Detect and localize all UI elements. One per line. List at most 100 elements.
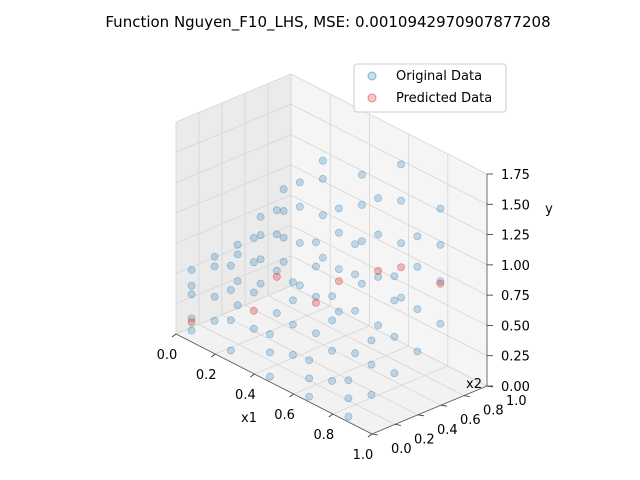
grid-line-y-floor (198, 324, 396, 425)
grid-line-y-floor (221, 314, 419, 416)
y-axis-label: x2 (466, 377, 482, 392)
original-data-point (351, 349, 359, 358)
x-tick-label: 1.0 (353, 448, 374, 463)
original-data-point (367, 360, 376, 369)
predicted-data-point (374, 266, 382, 275)
original-data-point (413, 232, 422, 241)
original-data-point (397, 160, 405, 169)
grid-line-z-back (290, 73, 488, 175)
original-data-point (351, 240, 359, 248)
original-data-point (272, 309, 281, 318)
original-data-point (328, 346, 336, 355)
original-data-point (305, 356, 313, 365)
grid-line-z-left (175, 103, 292, 153)
y-tick-mark (371, 433, 379, 436)
x-tick-mark (289, 393, 294, 398)
grid-line-x-floor (254, 325, 370, 375)
grid-line-z-left (175, 225, 292, 274)
original-data-point (344, 394, 353, 403)
original-data-point (233, 301, 242, 310)
grid-lines (175, 73, 488, 435)
original-data-point (226, 286, 235, 294)
original-data-point (210, 292, 219, 301)
predicted-data-point (249, 306, 258, 315)
original-data-point (357, 170, 366, 179)
original-data-point (265, 372, 274, 381)
legend-marker-original (367, 71, 377, 81)
original-data-point (226, 316, 235, 325)
original-data-point (397, 239, 405, 247)
original-data-point (357, 237, 366, 246)
left-pane (176, 74, 291, 334)
z-tick-label: 0.50 (501, 319, 530, 334)
original-data-point (288, 350, 297, 359)
legend-frame (353, 63, 507, 113)
original-data-point (344, 412, 353, 421)
original-data-point (295, 202, 304, 211)
original-data-point (328, 292, 336, 300)
original-data-point (311, 262, 320, 271)
original-data-point (256, 231, 265, 239)
grid-line-z-back (290, 134, 488, 235)
original-data-point (318, 211, 327, 220)
original-data-point (334, 265, 343, 273)
y-tick-mark (417, 414, 425, 417)
chart-title: Function Nguyen_F10_LHS, MSE: 0.00109429… (105, 13, 550, 32)
data-points (187, 156, 445, 421)
original-data-point (397, 293, 405, 302)
original-data-point (233, 277, 242, 285)
grid-line-z-left (175, 255, 292, 305)
y-tick-label: 0.6 (460, 413, 481, 428)
grid-line-z-back (290, 103, 488, 205)
original-data-point (187, 326, 196, 335)
x-tick-mark (171, 333, 177, 338)
original-data-point (210, 252, 219, 261)
legend-label-predicted: Predicted Data (396, 91, 492, 106)
original-data-point (351, 270, 359, 279)
x-tick-label: 0.6 (274, 408, 295, 423)
original-data-point (288, 296, 297, 305)
y-tick-label: 1.0 (506, 394, 527, 409)
original-data-point (249, 234, 258, 242)
original-data-point (279, 233, 288, 242)
x-tick-label: 0.2 (196, 368, 217, 383)
original-data-point (397, 196, 405, 205)
original-data-point (295, 281, 304, 290)
original-data-point (367, 336, 376, 345)
original-data-point (256, 255, 265, 264)
original-data-point (187, 266, 196, 274)
y-tick-mark (394, 424, 402, 426)
y-tick-label: 0.2 (414, 432, 435, 447)
grid-line-z-back (290, 164, 488, 266)
grid-line-z-back (290, 255, 488, 357)
original-data-point (311, 329, 320, 338)
original-data-point (374, 272, 382, 281)
y-axis-line (371, 385, 488, 435)
original-data-point (272, 266, 281, 275)
grid-line-y-floor (267, 295, 465, 396)
original-data-point (436, 277, 445, 286)
original-data-point (357, 279, 366, 288)
original-data-point (390, 272, 399, 281)
original-data-point (272, 206, 281, 215)
grid-line-z-left (175, 73, 292, 123)
y-tick-label: 0.8 (483, 404, 504, 419)
x-tick-label: 0.4 (235, 388, 256, 403)
x-tick-mark (250, 373, 255, 378)
z-tick-label: 1.75 (501, 168, 530, 183)
z-tick-label: 0.00 (501, 380, 530, 395)
grid-line-z-left (175, 285, 292, 335)
original-data-point (311, 292, 320, 301)
original-data-point (374, 321, 382, 330)
original-data-point (344, 376, 353, 385)
y-tick-label: 0.4 (437, 423, 458, 438)
legend: Original Data Predicted Data (353, 63, 507, 113)
floor-pane (176, 286, 487, 434)
original-data-point (233, 250, 242, 259)
original-data-point (279, 185, 288, 194)
original-data-point (334, 307, 343, 316)
original-data-point (210, 316, 219, 325)
z-tick-label: 1.25 (501, 229, 530, 244)
original-data-point (256, 279, 265, 288)
